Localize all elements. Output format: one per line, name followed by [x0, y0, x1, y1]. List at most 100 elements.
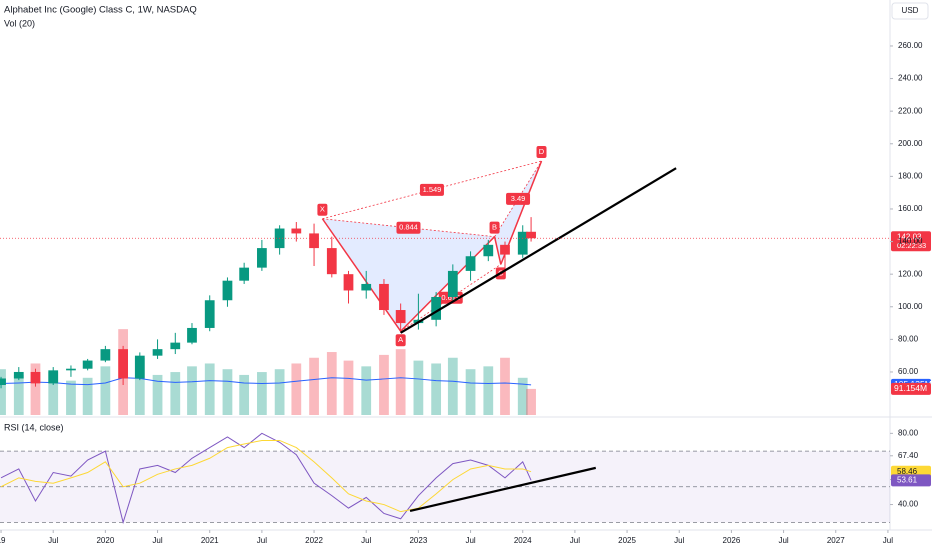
candle-body [187, 327, 197, 343]
candle-body [526, 231, 536, 239]
volume-title: Vol (20) [4, 18, 35, 28]
volume-bar [13, 374, 24, 415]
rsi-tag-box [891, 474, 931, 487]
volume-bar [483, 366, 494, 415]
x-tick-label: Jul [152, 536, 162, 545]
y-tick-label: 100.00 [898, 302, 923, 311]
y-tick-label: 60.00 [898, 367, 919, 376]
y-tick-label: 200.00 [898, 139, 923, 148]
x-tick-label: 19 [0, 536, 6, 545]
candle-body [239, 267, 250, 281]
candle-body [291, 228, 302, 234]
countdown: 02:22:33 [897, 241, 926, 250]
x-tick-label: Jul [361, 536, 371, 545]
candle-body [13, 371, 24, 379]
rsi-tag: 53.61 [897, 475, 918, 484]
volume-bar [204, 363, 215, 415]
pattern-point [536, 146, 547, 159]
trendline [400, 167, 677, 334]
pattern-ratio-box [419, 183, 444, 196]
volume-bar [82, 377, 93, 415]
volume-tag: 91.154M [894, 383, 927, 393]
candle-body [170, 342, 181, 350]
x-tick-label: Jul [257, 536, 267, 545]
volume-bar [526, 388, 536, 415]
volume-bar [222, 369, 233, 415]
candle-body [48, 370, 59, 384]
y-tick-label: 120.00 [898, 269, 923, 278]
volume-bar [431, 363, 442, 415]
candle-body [517, 231, 528, 255]
volume-bar [257, 372, 267, 415]
volume-bar [291, 363, 302, 415]
volume-tag-box [891, 382, 931, 395]
volume-bar [30, 363, 41, 415]
candle-body [152, 349, 163, 356]
pattern-point [489, 221, 500, 234]
pattern-fill [322, 218, 495, 332]
candle-body [257, 248, 267, 268]
volume-bar [413, 360, 424, 415]
y-tick-label: 260.00 [898, 41, 923, 50]
x-tick-label: Jul [778, 536, 788, 545]
x-tick-label: 2022 [305, 536, 323, 545]
y-tick-label: 40.00 [898, 500, 919, 509]
volume-bar [517, 377, 528, 415]
candle-body [431, 296, 442, 320]
volume-bar [239, 374, 250, 415]
x-tick-label: 2027 [827, 536, 845, 545]
y-tick-label: 220.00 [898, 106, 923, 115]
currency-button[interactable] [891, 2, 929, 20]
volume-bar [395, 349, 406, 415]
candle-body [326, 248, 337, 275]
volume-bar [170, 372, 181, 415]
currency[interactable]: USD [902, 6, 919, 15]
volume-bar [187, 366, 197, 415]
volume-bar [465, 369, 476, 415]
pattern-ratio: 0.844 [399, 223, 418, 232]
volume-bar [48, 372, 59, 415]
trendline [409, 466, 597, 513]
candle-body [0, 378, 6, 386]
volume-bar [0, 369, 6, 415]
candle-body [343, 274, 354, 291]
pattern-point [395, 334, 406, 347]
pattern-ratio: 3.49 [511, 194, 526, 203]
pattern-ratio-line [322, 218, 495, 238]
candle-body [309, 233, 319, 249]
rsi-line [0, 432, 532, 525]
candle-body [30, 371, 41, 384]
candle-body [222, 280, 233, 301]
y-tick-label: 80.00 [898, 428, 919, 437]
pattern-leg [400, 236, 496, 332]
y-tick-label: 240.00 [898, 74, 923, 83]
rsi-tag: 58.46 [897, 467, 918, 476]
x-tick-label: 2021 [201, 536, 219, 545]
pattern-leg [493, 236, 502, 265]
last-price: 142.03 [897, 232, 922, 241]
volume-bar [66, 380, 76, 415]
volume-bar [447, 357, 458, 415]
candle-body [483, 244, 494, 257]
pattern-ratio-box [396, 221, 421, 234]
candle-body [361, 283, 372, 291]
x-tick-label: Jul [570, 536, 580, 545]
volume-bar [379, 354, 389, 415]
candle-body [134, 355, 145, 379]
candle-body [379, 283, 389, 311]
candle-body [204, 300, 215, 328]
volume-bar [100, 366, 111, 415]
pattern-ratio: 0.618 [441, 293, 460, 302]
candle-body [100, 349, 111, 361]
y-tick-label: 67.40 [898, 451, 919, 460]
volume-bar [152, 374, 163, 415]
price-pane: 1.5490.8443.490.618XABCD142.0302:22:3310… [0, 146, 932, 415]
x-tick-label: 2026 [723, 536, 741, 545]
volume-bar [343, 360, 354, 415]
candle-body [395, 310, 406, 324]
candle-body [465, 256, 476, 271]
y-tick-label: 180.00 [898, 171, 923, 180]
pattern-point [317, 203, 328, 216]
